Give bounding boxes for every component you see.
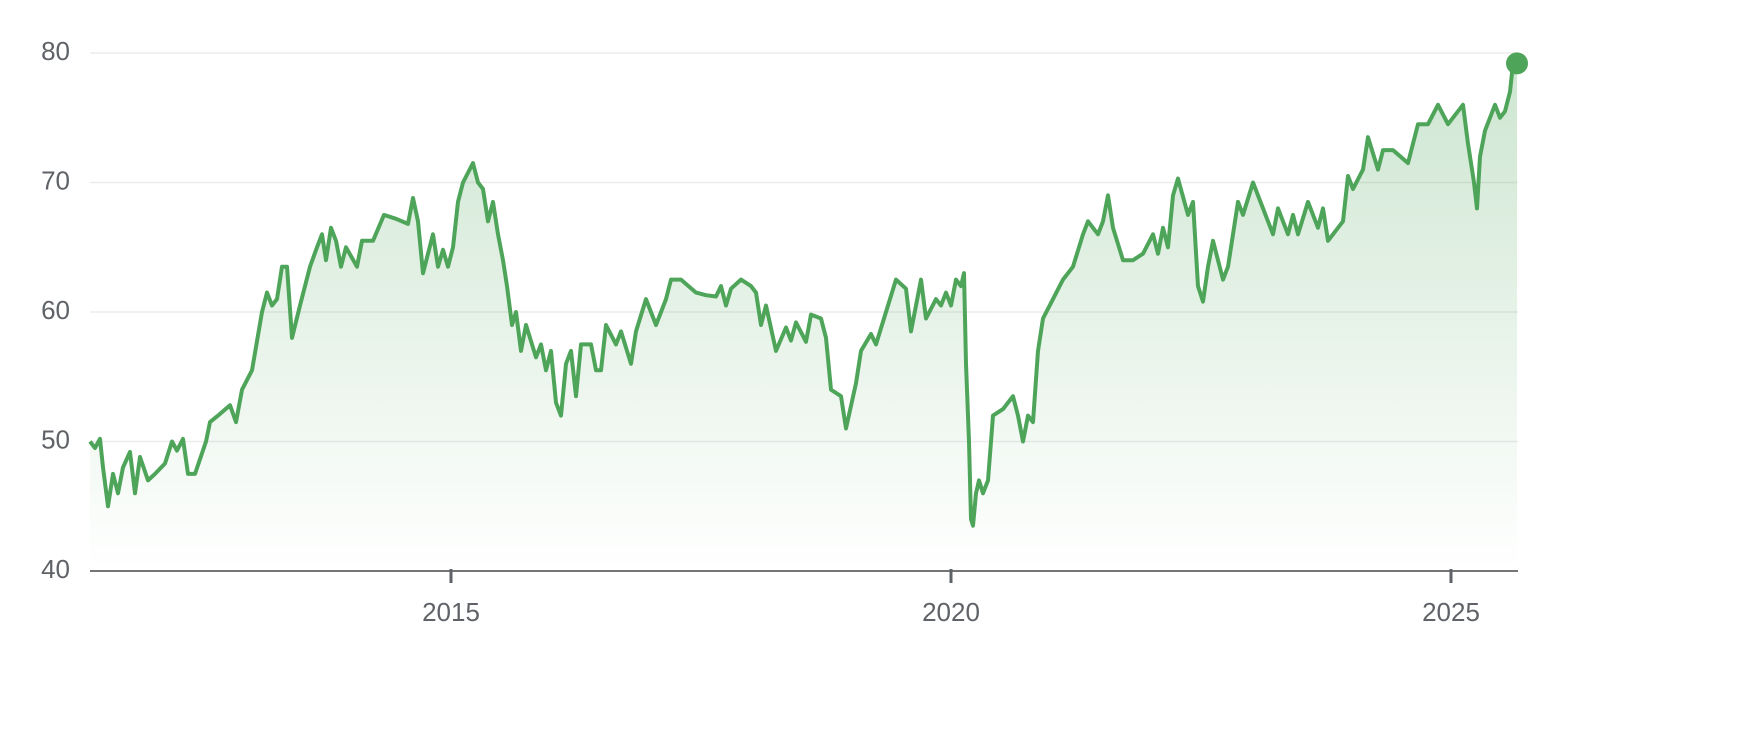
x-tick-label: 2025 <box>1422 597 1480 627</box>
y-tick-label: 70 <box>41 165 70 195</box>
y-tick-label: 60 <box>41 295 70 325</box>
area <box>90 63 1517 572</box>
x-tick-label: 2015 <box>422 597 480 627</box>
x-tick-label: 2020 <box>922 597 980 627</box>
y-tick-label: 80 <box>41 36 70 66</box>
y-tick-label: 50 <box>41 424 70 454</box>
y-tick-label: 40 <box>41 554 70 584</box>
last-point <box>1506 52 1528 75</box>
line <box>88 61 1517 528</box>
